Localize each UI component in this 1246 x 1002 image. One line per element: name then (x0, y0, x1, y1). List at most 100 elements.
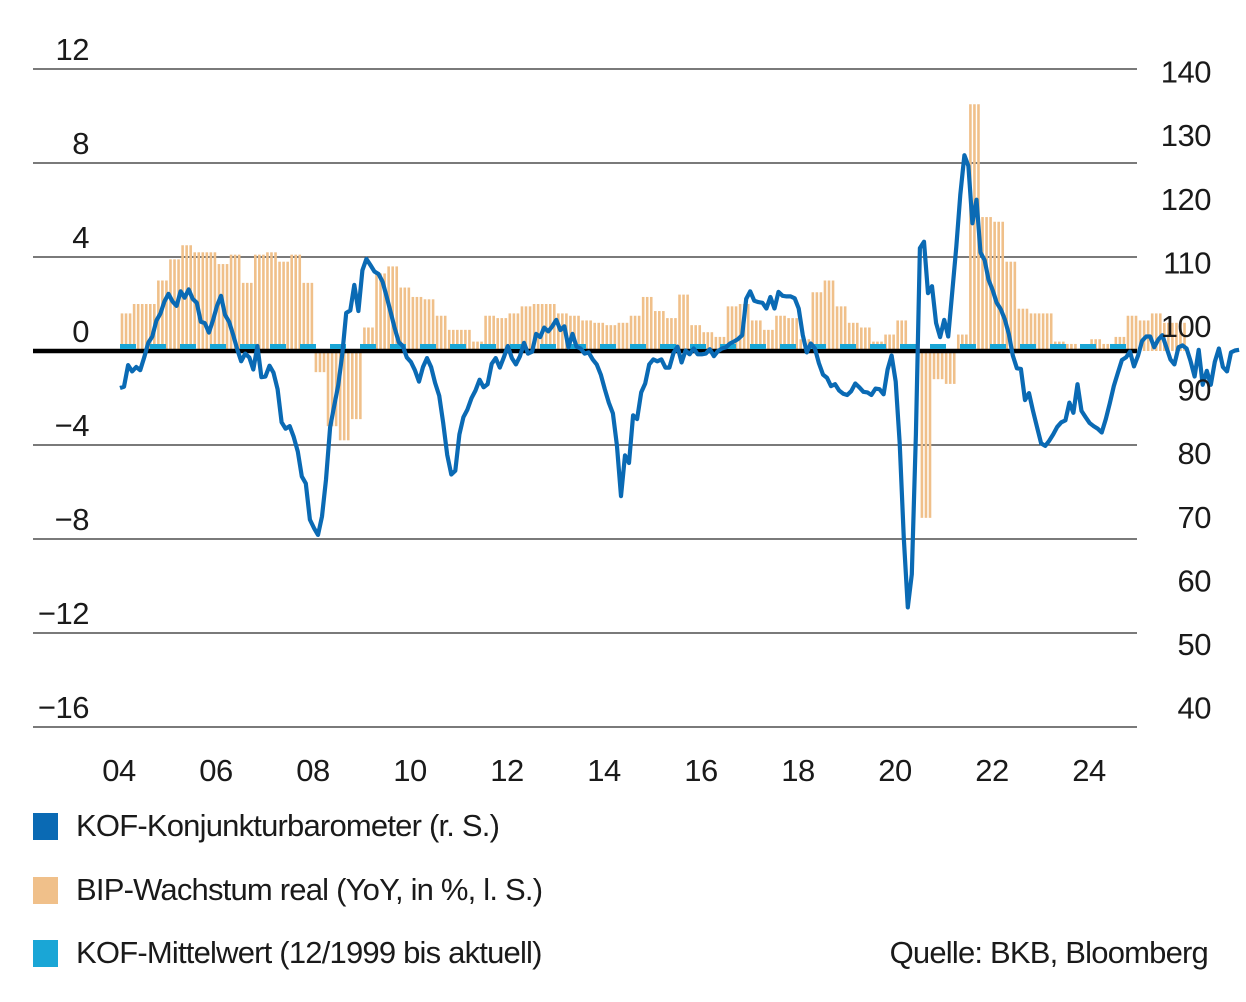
gdp-bar (658, 311, 661, 351)
gdp-bar (944, 351, 948, 384)
gdp-bar (892, 334, 895, 351)
kof-line (119, 153, 1240, 610)
gdp-bar (258, 254, 261, 351)
gdp-bar (318, 351, 322, 373)
gdp-bar (443, 315, 447, 351)
x-tick-label: 06 (199, 753, 232, 788)
gdp-bar (726, 306, 730, 351)
gdp-bar (350, 351, 354, 420)
legend-label-gdp: BIP-Wachstum real (YoY, in %, l. S.) (76, 872, 543, 907)
legend-swatch-kof (33, 812, 58, 840)
gdp-bar (981, 217, 984, 351)
gdp-bar (395, 266, 399, 351)
gdp-bar (1171, 322, 1174, 351)
gdp-bar (795, 318, 798, 351)
gdp-bar (229, 254, 233, 351)
x-tick-label: 10 (393, 753, 427, 788)
gdp-bar (759, 320, 762, 351)
gdp-bar (557, 313, 560, 351)
gdp-bar (823, 280, 827, 351)
gdp-bar (860, 327, 863, 351)
x-tick-label: 22 (975, 753, 1008, 788)
gdp-bar (391, 266, 394, 351)
gdp-bar (1134, 315, 1138, 351)
gdp-bar (298, 254, 302, 351)
x-tick-label: 24 (1072, 753, 1106, 788)
gdp-bar (843, 306, 847, 351)
gdp-bar (1013, 261, 1017, 351)
gdp-bar (896, 320, 899, 351)
gdp-bar (1005, 261, 1009, 351)
gdp-bar (472, 341, 475, 351)
gdp-bar (302, 282, 306, 351)
gridlines (33, 68, 1137, 728)
gdp-bar (936, 351, 940, 380)
gdp-bar (476, 341, 479, 351)
gdp-bar (355, 351, 358, 420)
gdp-bar (504, 318, 508, 351)
gdp-bar (456, 329, 459, 351)
y-right-tick-label: 50 (1178, 627, 1212, 662)
gdp-bar (233, 254, 237, 351)
gdp-bar (209, 252, 213, 351)
gdp-bar (136, 304, 140, 351)
gdp-bar (702, 332, 706, 351)
y-right-tick-label: 40 (1178, 691, 1212, 726)
legend-item-kof: KOF-Konjunkturbarometer (r. S.) (33, 808, 500, 844)
gdp-bar (1138, 320, 1142, 351)
gdp-bar (714, 336, 718, 351)
gdp-bar (346, 351, 350, 441)
gdp-bar (460, 329, 463, 351)
gdp-bar (694, 325, 697, 351)
y-right-tick-label: 130 (1161, 118, 1211, 153)
legend-item-gdp: BIP-Wachstum real (YoY, in %, l. S.) (33, 872, 543, 908)
gdp-bar (1021, 308, 1025, 351)
gdp-bar (569, 315, 572, 351)
gdp-bar (266, 252, 269, 351)
gdp-bar (516, 313, 520, 351)
gdp-bar (851, 322, 855, 351)
gdp-bar (847, 322, 851, 351)
gdp-bar (888, 334, 891, 351)
gdp-bar (597, 322, 601, 351)
gdp-bar (589, 320, 592, 351)
gdp-bar (286, 261, 289, 351)
gdp-bar (237, 254, 241, 351)
y-right-tick-label: 110 (1163, 245, 1211, 280)
gdp-bar (924, 351, 928, 518)
gdp-bar (1154, 313, 1158, 351)
y-right-tick-label: 90 (1178, 373, 1212, 408)
gdp-bar (306, 282, 310, 351)
gdp-bar (201, 252, 205, 351)
gdp-bar (1098, 339, 1101, 351)
legend-swatch-gdp (33, 876, 58, 904)
gdp-bar (492, 315, 495, 351)
gdp-bar (1009, 261, 1013, 351)
gdp-bar (217, 264, 221, 351)
x-tick-label: 04 (102, 753, 136, 788)
gdp-bar (1066, 343, 1069, 351)
gdp-bar (1070, 343, 1073, 351)
gdp-bar (520, 306, 524, 351)
gdp-bar (363, 327, 366, 351)
gdp-bar (528, 306, 532, 351)
gdp-bar (884, 334, 887, 351)
gdp-bar (819, 292, 823, 351)
gdp-bar (771, 329, 774, 351)
gdp-bar (1106, 343, 1110, 351)
y-left-tick-label: 4 (72, 220, 89, 255)
gdp-bar (783, 315, 786, 351)
gdp-bar (686, 294, 689, 351)
gdp-bar (330, 351, 334, 427)
gdp-bar (314, 351, 318, 373)
y-right-tick-label: 70 (1178, 500, 1212, 535)
gdp-bar (763, 329, 766, 351)
x-tick-label: 18 (781, 753, 814, 788)
gdp-bar (464, 329, 467, 351)
gdp-bar (1049, 313, 1053, 351)
gdp-bar (653, 311, 657, 351)
gdp-bar (722, 336, 726, 351)
gdp-bar (512, 313, 516, 351)
gdp-bar (508, 313, 512, 351)
gdp-bar (799, 339, 803, 351)
